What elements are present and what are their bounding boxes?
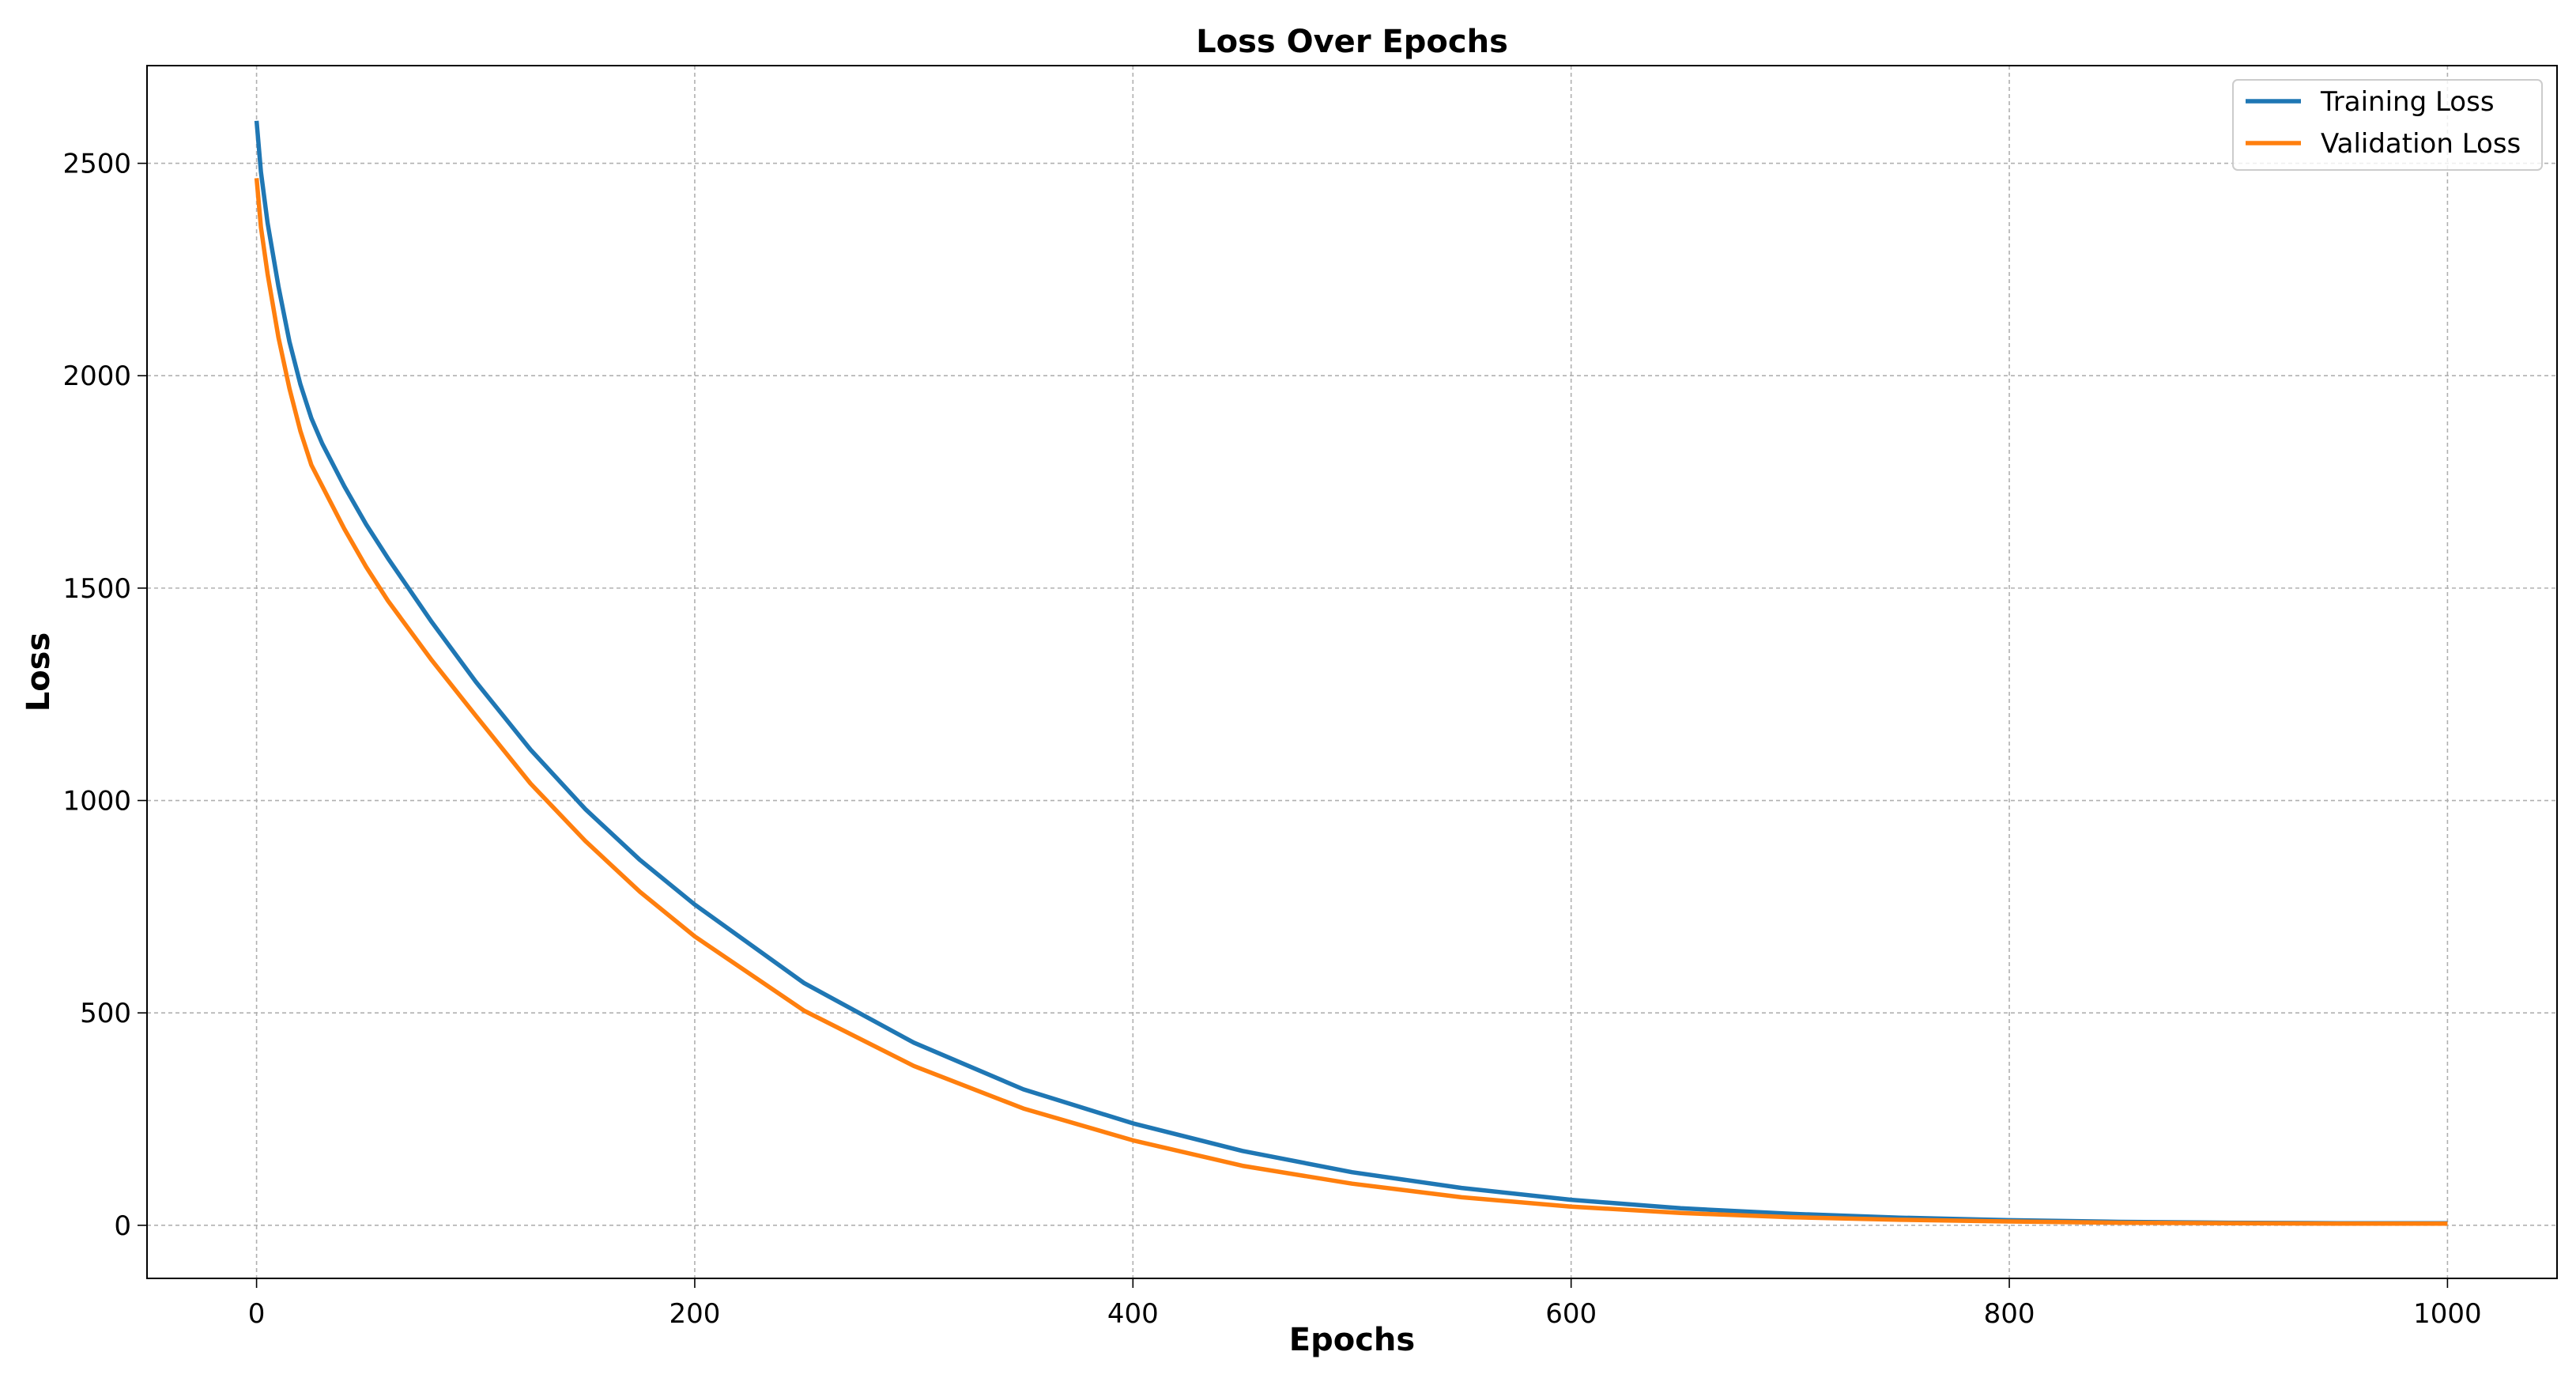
legend: Training Loss Validation Loss <box>2232 79 2543 171</box>
series-lines <box>254 120 2448 1226</box>
x-tick-label: 1000 <box>2413 1298 2482 1330</box>
x-tick-label: 800 <box>1984 1298 2035 1330</box>
x-tick-label: 400 <box>1107 1298 1159 1330</box>
legend-label-validation-loss: Validation Loss <box>2321 128 2521 160</box>
series-line-training-loss <box>254 120 2448 1225</box>
y-tick-label: 0 <box>114 1210 131 1242</box>
y-tick-label: 1000 <box>62 786 131 817</box>
x-tick-label: 200 <box>669 1298 721 1330</box>
y-tick-label: 1500 <box>62 573 131 605</box>
axis-ticks: 0 200 400 600 800 1000 0 500 1000 1500 2000 2500 <box>62 149 2481 1330</box>
series-line-validation-loss <box>254 178 2448 1226</box>
legend-label-training-loss: Training Loss <box>2320 86 2495 118</box>
x-tick-label: 600 <box>1545 1298 1597 1330</box>
x-tick-label: 0 <box>248 1298 266 1330</box>
grid <box>147 66 2557 1278</box>
plot-area-frame <box>146 65 2558 1279</box>
y-tick-label: 500 <box>80 998 131 1029</box>
x-axis-label: Epochs <box>1289 1322 1415 1358</box>
y-tick-label: 2000 <box>62 361 131 392</box>
y-tick-label: 2500 <box>62 149 131 180</box>
y-axis-label: Loss <box>21 632 57 712</box>
chart-title: Loss Over Epochs <box>1196 24 1508 60</box>
legend-box <box>2232 79 2543 171</box>
